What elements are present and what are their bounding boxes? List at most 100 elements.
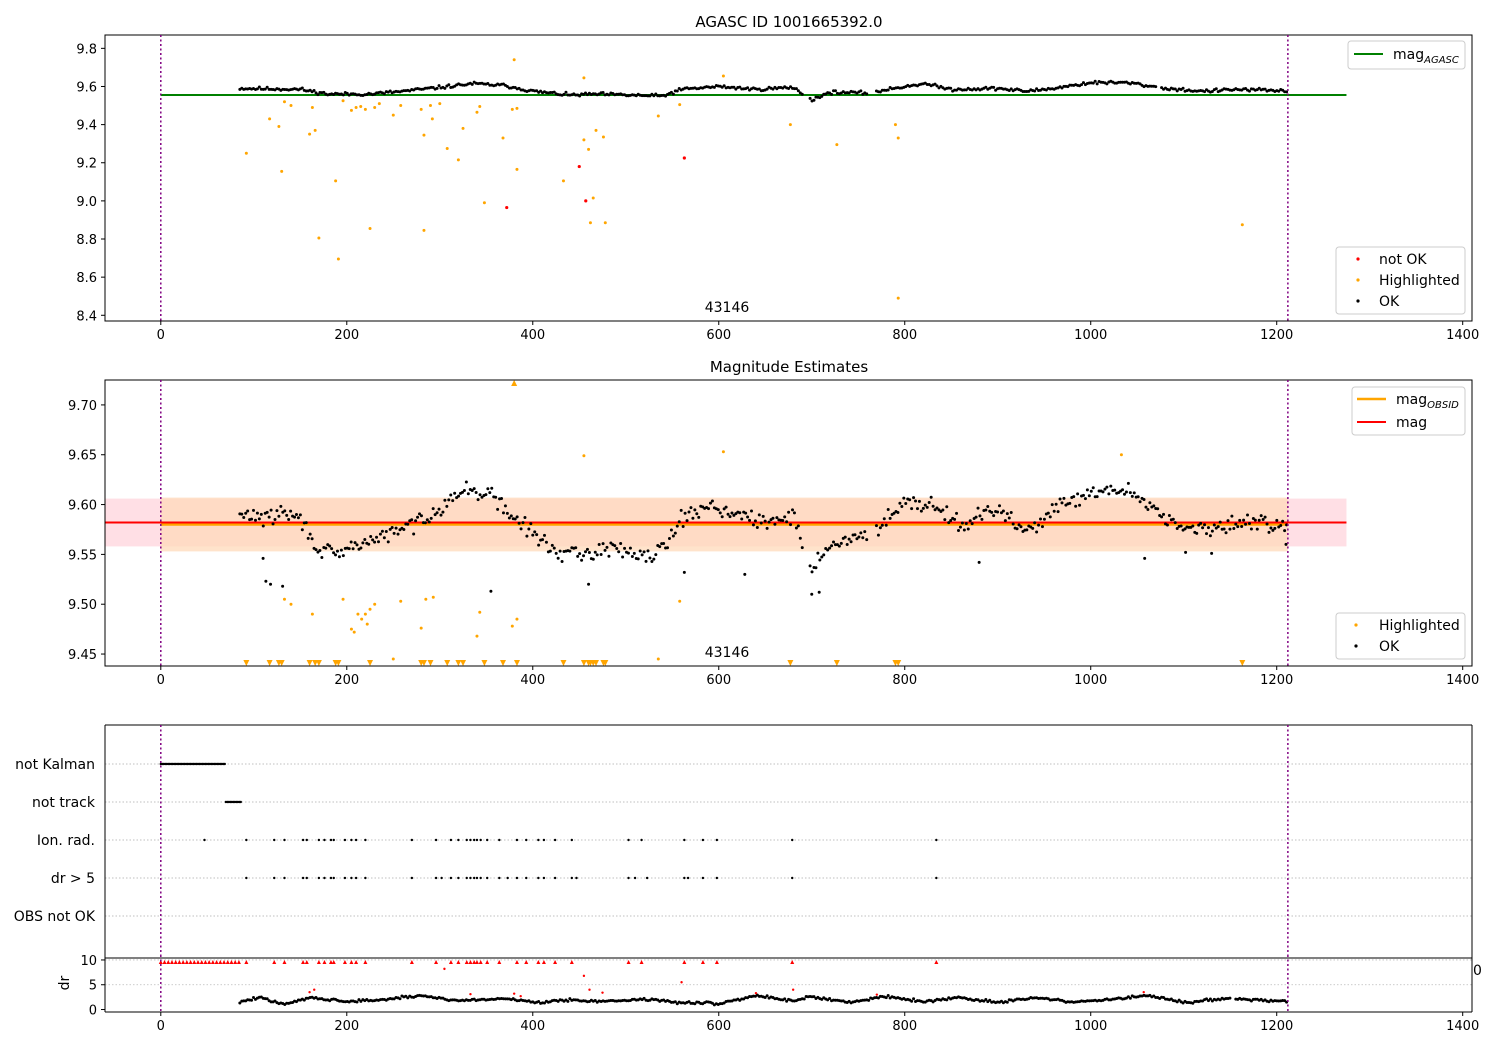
ok-point bbox=[322, 90, 326, 94]
clipped-marker bbox=[243, 660, 250, 666]
ok-point bbox=[1001, 509, 1005, 513]
ok-point bbox=[1240, 524, 1244, 528]
legend-mag-agasc: mag bbox=[1393, 47, 1424, 63]
ok-point bbox=[371, 538, 375, 542]
highlighted-point bbox=[656, 657, 660, 661]
ok-point bbox=[1033, 521, 1037, 525]
ok-point bbox=[337, 555, 341, 559]
ok-point bbox=[283, 509, 287, 513]
ok-point bbox=[1042, 517, 1046, 521]
ok-point bbox=[1191, 524, 1195, 528]
ok-point bbox=[402, 528, 406, 532]
ok-point bbox=[1037, 523, 1041, 527]
highlighted-point bbox=[289, 104, 293, 108]
ok-point bbox=[279, 504, 283, 508]
ok-point bbox=[443, 498, 447, 502]
ok-point bbox=[1267, 530, 1271, 534]
dr-point bbox=[537, 1000, 541, 1004]
ion-rad-mark bbox=[479, 838, 482, 842]
ion-rad-mark bbox=[301, 838, 305, 842]
ok-point bbox=[1081, 493, 1085, 497]
ok-point bbox=[1247, 89, 1251, 93]
ok-point bbox=[328, 544, 332, 548]
ok-point bbox=[453, 491, 457, 495]
ok-point bbox=[1175, 89, 1179, 93]
ok-point bbox=[265, 85, 269, 89]
ok-point bbox=[671, 92, 675, 96]
dr-clipped-marker bbox=[225, 959, 230, 964]
ok-point bbox=[898, 501, 902, 505]
ion-rad-mark bbox=[354, 838, 358, 842]
highlighted-point bbox=[391, 657, 395, 661]
ok-point bbox=[367, 542, 371, 546]
ok-point bbox=[412, 532, 416, 536]
ok-point bbox=[1165, 523, 1169, 527]
legend-ok: OK bbox=[1379, 294, 1400, 310]
dr5-mark bbox=[465, 876, 468, 880]
ok-point bbox=[252, 508, 256, 512]
highlighted-point bbox=[349, 108, 353, 112]
highlighted-point bbox=[678, 599, 682, 603]
ok-point bbox=[1048, 515, 1052, 519]
dr5-mark bbox=[686, 876, 690, 880]
ion-rad-mark bbox=[683, 838, 686, 842]
highlighted-point bbox=[721, 74, 725, 78]
dr5-mark bbox=[542, 876, 546, 880]
ok-point bbox=[648, 94, 652, 98]
highlighted-point bbox=[515, 167, 519, 171]
dr5-mark bbox=[354, 876, 358, 880]
ok-point bbox=[1208, 534, 1212, 538]
dr-point bbox=[812, 995, 816, 999]
ok-point bbox=[562, 92, 566, 96]
ok-point bbox=[1060, 86, 1064, 90]
magnitude-xtick-label: 1000 bbox=[1074, 673, 1107, 688]
ok-point bbox=[353, 541, 357, 545]
ok-outlier-point bbox=[810, 592, 814, 596]
highlighted-point bbox=[391, 113, 395, 117]
ok-point bbox=[734, 87, 738, 91]
dr-clipped-marker bbox=[304, 959, 309, 964]
ok-point bbox=[712, 85, 716, 89]
ok-point bbox=[949, 518, 953, 522]
ok-outlier-point bbox=[1284, 542, 1288, 546]
ok-point bbox=[1040, 525, 1044, 529]
ok-point bbox=[1050, 503, 1054, 507]
ok-point bbox=[853, 533, 857, 537]
ion-rad-mark bbox=[498, 838, 501, 842]
dr-clipped-marker bbox=[188, 959, 193, 964]
highlighted-point bbox=[587, 147, 591, 151]
highlighted-point bbox=[588, 221, 592, 225]
dr-point bbox=[828, 996, 832, 1000]
ok-point bbox=[541, 538, 545, 542]
ok-point bbox=[1279, 524, 1283, 528]
dr-clipped-marker bbox=[331, 959, 336, 964]
ion-rad-mark bbox=[364, 838, 367, 842]
ok-point bbox=[1242, 518, 1246, 522]
ok-point bbox=[876, 533, 880, 537]
ok-point bbox=[716, 508, 720, 512]
ok-point bbox=[708, 501, 712, 505]
highlighted-point bbox=[501, 136, 505, 140]
ok-point bbox=[669, 90, 673, 94]
ok-point bbox=[480, 495, 484, 499]
ok-point bbox=[765, 87, 769, 91]
legend-not-ok: not OK bbox=[1379, 252, 1427, 268]
ok-point bbox=[896, 510, 900, 514]
ok-point bbox=[757, 87, 761, 91]
ok-point bbox=[1136, 495, 1140, 499]
ok-point bbox=[332, 551, 336, 555]
ok-point bbox=[320, 556, 324, 560]
ion-rad-mark bbox=[323, 838, 326, 842]
ok-point bbox=[955, 511, 959, 515]
dr5-mark bbox=[935, 876, 938, 880]
ok-point bbox=[1246, 513, 1250, 517]
ok-point bbox=[382, 92, 386, 96]
ok-point bbox=[652, 557, 656, 561]
dr-point bbox=[568, 997, 572, 1001]
clipped-marker bbox=[481, 660, 488, 666]
ok-point bbox=[494, 495, 498, 499]
ok-point bbox=[666, 546, 670, 550]
ok-point bbox=[1214, 87, 1218, 91]
ok-point bbox=[669, 528, 673, 532]
ion-rad-mark bbox=[715, 838, 719, 842]
